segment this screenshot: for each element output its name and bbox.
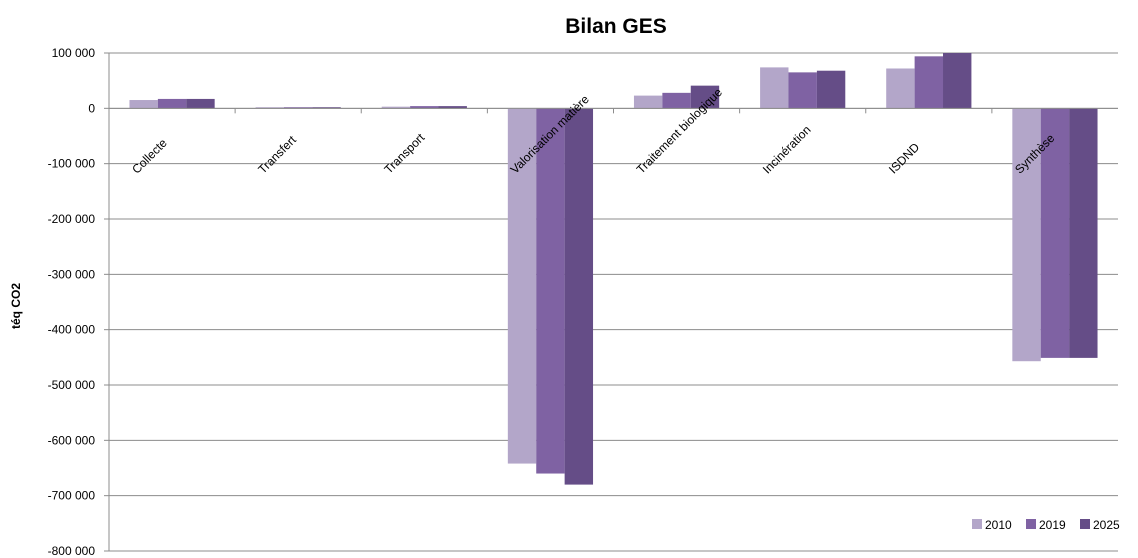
bar-2025-3	[564, 108, 594, 485]
legend-swatch-2010	[972, 519, 982, 529]
bar-2010-6	[886, 68, 915, 109]
bar-2010-3	[507, 108, 537, 464]
bar-2019-5	[788, 72, 817, 109]
y-tick-label: -100 000	[48, 157, 96, 171]
bar-2019-7	[1040, 108, 1070, 358]
bar-2019-4	[662, 92, 691, 109]
x-category-label: ISDND	[886, 140, 923, 177]
x-category-label: Incinération	[760, 123, 814, 177]
bar-2010-2	[381, 106, 411, 109]
gridlines	[109, 52, 1118, 552]
bar-2019-2	[410, 106, 439, 109]
legend-label-2019: 2019	[1039, 518, 1066, 532]
bar-2010-7	[1012, 108, 1041, 362]
bar-2019-1	[283, 107, 313, 109]
legend-label-2010: 2010	[985, 518, 1012, 532]
x-category-label: Transfert	[255, 132, 299, 176]
bar-2025-6	[943, 53, 972, 109]
legend: 2010 2019 2025	[972, 518, 1120, 532]
x-category-label: Collecte	[129, 136, 170, 177]
y-tick-labels: 100 000 0 -100 000 -200 000 -300 000 -400 000…	[48, 46, 96, 558]
bar-2025-2	[438, 106, 467, 109]
y-tick-label: 100 000	[52, 46, 96, 60]
y-tick-label: 0	[88, 101, 95, 115]
y-tick-label: -800 000	[48, 544, 96, 558]
bar-2025-4	[690, 85, 720, 109]
bar-2019-3	[536, 108, 565, 474]
chart-title: Bilan GES	[565, 15, 667, 38]
bar-2010-0	[129, 100, 158, 109]
bar-2025-7	[1069, 108, 1098, 358]
legend-swatch-2025	[1080, 519, 1090, 529]
y-tick-label: -600 000	[48, 433, 96, 447]
bar-2019-0	[157, 98, 187, 109]
bar-2025-5	[816, 70, 846, 109]
bar-2010-1	[255, 107, 284, 109]
x-category-label: Transport	[381, 130, 427, 176]
legend-label-2025: 2025	[1093, 518, 1120, 532]
axes	[104, 52, 1118, 552]
bars	[129, 53, 1098, 485]
y-axis-title: téq CO2	[9, 283, 23, 329]
bar-2025-1	[312, 107, 341, 109]
y-tick-label: -300 000	[48, 267, 96, 281]
y-tick-label: -400 000	[48, 323, 96, 337]
bar-2025-0	[186, 98, 215, 109]
legend-swatch-2019	[1026, 519, 1036, 529]
y-tick-label: -500 000	[48, 378, 96, 392]
y-tick-label: -700 000	[48, 489, 96, 503]
bar-2019-6	[914, 56, 944, 109]
bar-2010-5	[760, 67, 789, 109]
y-tick-label: -200 000	[48, 212, 96, 226]
bar-2010-4	[633, 95, 663, 109]
